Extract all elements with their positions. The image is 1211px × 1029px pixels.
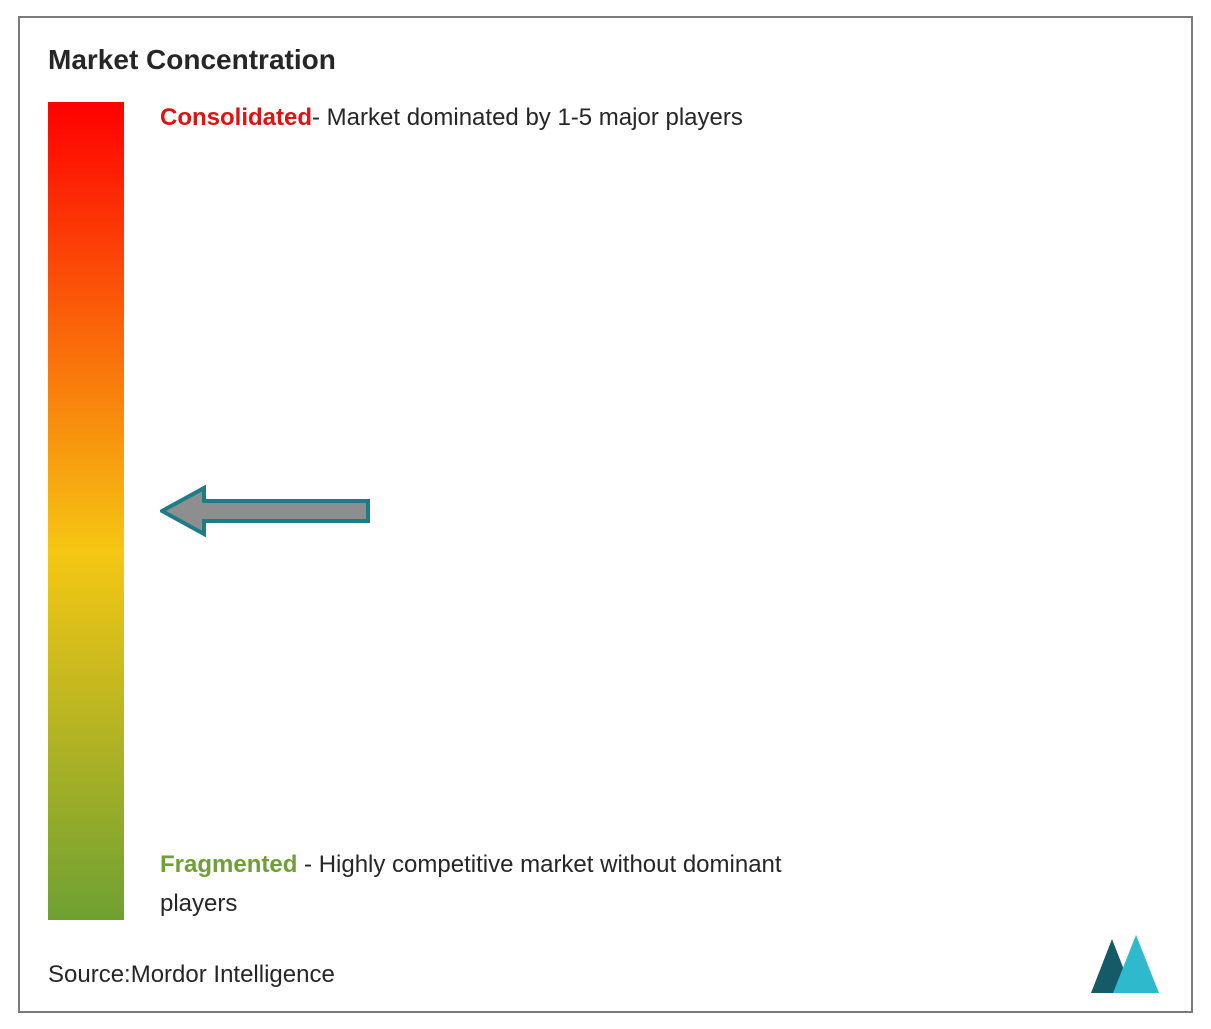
source-footer: Source:Mordor Intelligence <box>48 961 335 989</box>
fragmented-text-line1: Fragmented - Highly competitive market w… <box>160 849 1163 881</box>
consolidated-keyword: Consolidated <box>160 104 312 131</box>
chart-container: Market Concentration Consolidated- Marke… <box>18 16 1193 1013</box>
labels-column: Consolidated- Market dominated by 1-5 ma… <box>160 102 1163 920</box>
fragmented-text-line2: players <box>160 888 1163 920</box>
mordor-logo-icon <box>1077 933 1163 997</box>
chart-body: Consolidated- Market dominated by 1-5 ma… <box>48 102 1163 920</box>
consolidated-label: Consolidated- Market dominated by 1-5 ma… <box>160 102 1163 134</box>
arrow-icon <box>160 484 370 538</box>
consolidated-text: Consolidated- Market dominated by 1-5 ma… <box>160 102 1163 134</box>
fragmented-rest1: - Highly competitive market without domi… <box>297 851 781 878</box>
position-arrow <box>160 484 370 538</box>
chart-title: Market Concentration <box>48 44 1163 76</box>
consolidated-rest: - Market dominated by 1-5 major players <box>312 104 743 131</box>
fragmented-keyword: Fragmented <box>160 851 297 878</box>
concentration-gradient-bar <box>48 102 124 920</box>
fragmented-label: Fragmented - Highly competitive market w… <box>160 849 1163 920</box>
